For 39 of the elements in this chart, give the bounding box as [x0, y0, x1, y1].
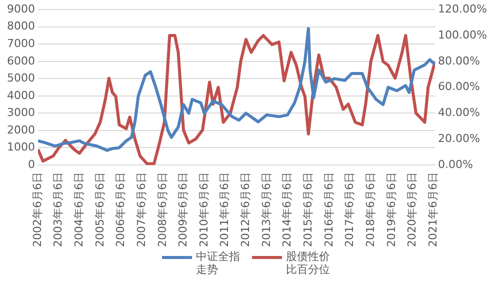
x-tick-label: 2002年6月6日: [30, 172, 44, 248]
y2-tick-label: 20.00%: [438, 132, 480, 145]
x-tick-label: 2007年6月6日: [134, 172, 148, 248]
x-tick-label: 2003年6月6日: [52, 172, 65, 248]
y-tick-label: 2000: [6, 123, 35, 136]
x-tick-label: 2010年6月6日: [197, 172, 210, 248]
x-tick-label: 2015年6月6日: [302, 172, 315, 248]
y-tick-label: 4000: [6, 88, 35, 102]
y-tick-label: 3000: [6, 106, 35, 120]
x-tick-label: 2011年6月6日: [218, 172, 232, 248]
y2-tick-label: 120.00%: [438, 2, 488, 16]
x-tick-label: 2005年6月6日: [93, 172, 106, 248]
y-tick-label: 7000: [6, 36, 35, 50]
y-tick-label: 6000: [6, 54, 35, 68]
x-tick-label: 2021年6月6日: [426, 172, 440, 248]
y2-tick-label: 40.00%: [438, 106, 480, 120]
x-tick-label: 2016年6月6日: [322, 172, 336, 248]
x-tick-label: 2006年6月6日: [114, 172, 128, 248]
x-tick-label: 2020年6月6日: [406, 172, 419, 248]
y-tick-label: 0: [28, 158, 35, 171]
legend-label: 中证全指走势: [196, 250, 241, 276]
legend-label: 股债性价比百分位: [286, 250, 331, 276]
y-tick-label: 8000: [6, 20, 35, 33]
y2-tick-label: 0.00%: [438, 158, 474, 171]
x-tick-label: 2018年6月6日: [364, 172, 378, 248]
x-tick-label: 2012年6月6日: [239, 172, 252, 248]
x-tick-label: 2014年6月6日: [280, 172, 294, 248]
x-tick-label: 2004年6月6日: [72, 172, 86, 248]
y2-tick-label: 100.00%: [438, 28, 488, 42]
y2-tick-label: 60.00%: [438, 80, 480, 94]
x-tick-label: 2013年6月6日: [260, 172, 273, 248]
y-tick-label: 5000: [6, 72, 35, 85]
y-tick-label: 9000: [6, 2, 35, 16]
y-tick-label: 1000: [6, 140, 35, 154]
x-tick-label: 2009年6月6日: [176, 172, 190, 248]
x-tick-label: 2008年6月6日: [156, 172, 169, 248]
y2-tick-label: 80.00%: [438, 54, 480, 68]
x-tick-label: 2019年6月6日: [384, 172, 398, 248]
x-tick-label: 2017年6月6日: [343, 172, 356, 248]
